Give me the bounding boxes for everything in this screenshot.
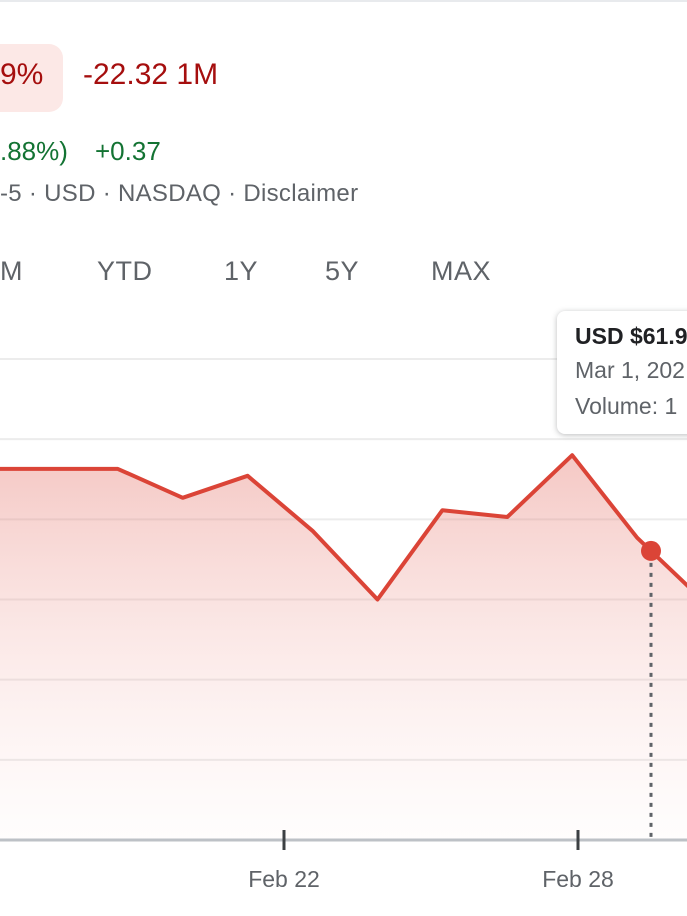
x-tick-label: Feb 28 bbox=[542, 866, 614, 892]
quote-meta-line: -5 · USD · NASDAQ · Disclaimer bbox=[0, 180, 359, 207]
percent-change: 9% bbox=[0, 58, 44, 91]
range-tab-1y[interactable]: 1Y bbox=[224, 256, 259, 286]
range-tab-5y[interactable]: 5Y bbox=[325, 256, 360, 286]
price-area-fill bbox=[0, 455, 687, 840]
after-hours-absolute-change: +0.37 bbox=[95, 136, 161, 166]
hover-point bbox=[641, 540, 661, 561]
tooltip-volume: Volume: 1 bbox=[575, 393, 678, 419]
price-tooltip: USD $61.9 Mar 1, 202 Volume: 1 bbox=[557, 311, 687, 434]
range-tab-month[interactable]: M bbox=[0, 256, 23, 286]
range-tab-max[interactable]: MAX bbox=[431, 256, 492, 286]
price-line bbox=[0, 453, 687, 602]
x-tick-label: Feb 22 bbox=[248, 866, 320, 892]
absolute-change: -22.32 1M bbox=[83, 58, 219, 91]
tooltip-price: USD $61.9 bbox=[575, 323, 687, 349]
tooltip-date: Mar 1, 202 bbox=[575, 357, 685, 383]
range-tab-ytd[interactable]: YTD bbox=[97, 256, 153, 286]
percent-change-pill bbox=[0, 44, 63, 112]
top-divider bbox=[0, 0, 687, 2]
after-hours-percent-change: .88%) bbox=[0, 136, 68, 166]
